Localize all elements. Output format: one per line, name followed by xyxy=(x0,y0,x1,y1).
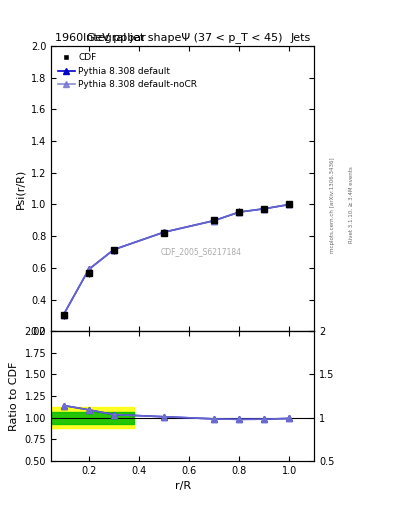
Bar xyxy=(51,412,134,423)
Text: CDF_2005_S6217184: CDF_2005_S6217184 xyxy=(161,247,242,256)
X-axis label: r/R: r/R xyxy=(174,481,191,491)
Text: Rivet 3.1.10, ≥ 3.4M events: Rivet 3.1.10, ≥ 3.4M events xyxy=(349,166,354,243)
Text: Jets: Jets xyxy=(290,33,310,44)
Y-axis label: Psi(r/R): Psi(r/R) xyxy=(15,168,25,209)
Bar xyxy=(51,407,134,428)
Legend: CDF, Pythia 8.308 default, Pythia 8.308 default-noCR: CDF, Pythia 8.308 default, Pythia 8.308 … xyxy=(55,51,200,92)
Title: Integral jet shapeΨ (37 < p_T < 45): Integral jet shapeΨ (37 < p_T < 45) xyxy=(83,33,283,44)
Text: mcplots.cern.ch [arXiv:1306.3436]: mcplots.cern.ch [arXiv:1306.3436] xyxy=(330,157,334,252)
Y-axis label: Ratio to CDF: Ratio to CDF xyxy=(9,361,19,431)
Text: 1960 GeV ppbar: 1960 GeV ppbar xyxy=(55,33,146,44)
